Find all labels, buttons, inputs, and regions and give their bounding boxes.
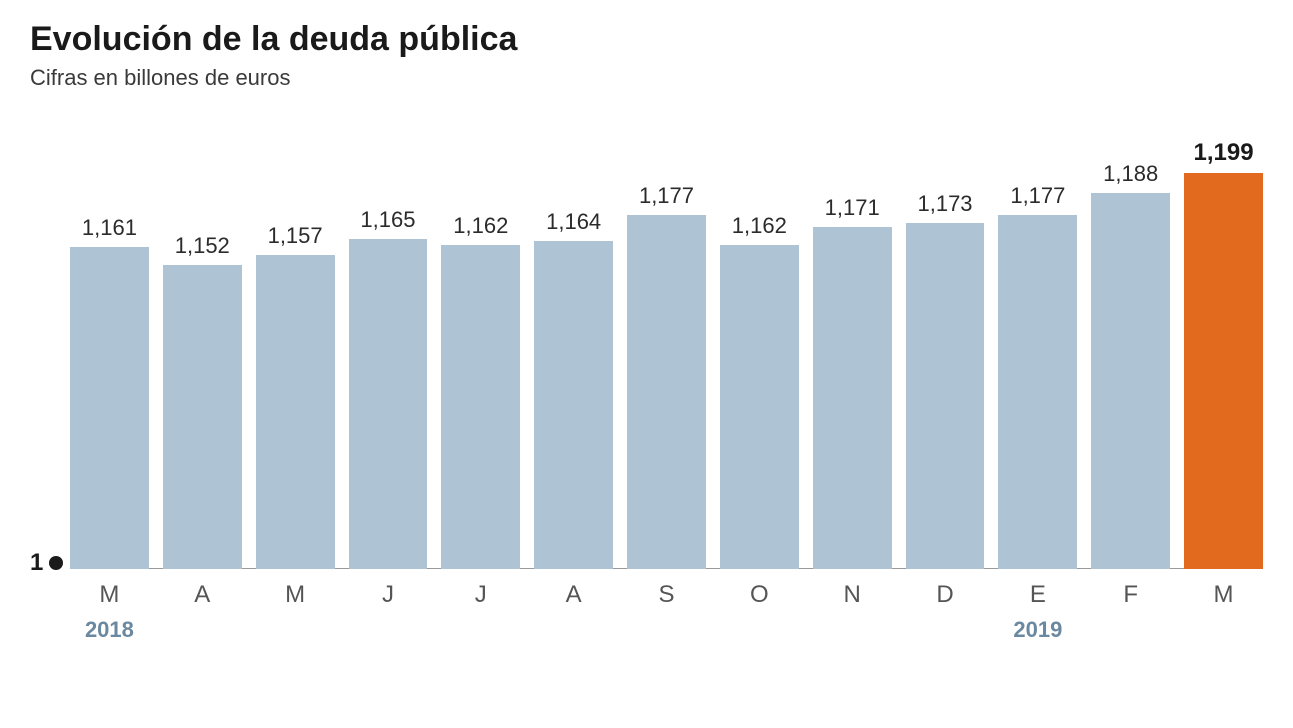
x-axis-month-label: A xyxy=(534,581,613,609)
year-label-slot xyxy=(813,617,892,643)
x-axis-month-label: D xyxy=(906,581,985,609)
bar-value-label: 1,162 xyxy=(732,213,787,239)
bar-slot: 1,162 xyxy=(441,139,520,569)
bar xyxy=(349,239,428,569)
bar-value-label: 1,177 xyxy=(1010,183,1065,209)
year-label-slot xyxy=(163,617,242,643)
x-axis-month-label: E xyxy=(998,581,1077,609)
bar-value-label: 1,171 xyxy=(825,195,880,221)
bar xyxy=(998,215,1077,569)
y-axis-tick-label: 1 xyxy=(30,549,43,577)
x-axis-month-label: J xyxy=(441,581,520,609)
year-label-slot xyxy=(256,617,335,643)
bar-value-label: 1,177 xyxy=(639,183,694,209)
x-axis-month-label: M xyxy=(1184,581,1263,609)
x-axis-month-label: F xyxy=(1091,581,1170,609)
bar xyxy=(70,247,149,569)
bar-slot: 1,164 xyxy=(534,139,613,569)
y-axis-dot-icon xyxy=(49,556,63,570)
bar-slot: 1,177 xyxy=(998,139,1077,569)
bar-slot: 1,157 xyxy=(256,139,335,569)
bar-slot: 1,199 xyxy=(1184,139,1263,569)
bar xyxy=(1091,193,1170,569)
bar-value-label: 1,161 xyxy=(82,215,137,241)
year-label-slot xyxy=(349,617,428,643)
x-axis-labels: MAMJJASONDEFM xyxy=(70,581,1263,609)
year-label-slot xyxy=(627,617,706,643)
year-label-slot: 2018 xyxy=(70,617,149,643)
bar xyxy=(256,255,335,569)
x-axis-month-label: J xyxy=(349,581,428,609)
bar xyxy=(720,245,799,569)
bar-slot: 1,171 xyxy=(813,139,892,569)
x-axis-month-label: A xyxy=(163,581,242,609)
bar-value-label: 1,173 xyxy=(917,191,972,217)
bar-value-label: 1,157 xyxy=(268,223,323,249)
bar-value-label: 1,165 xyxy=(360,207,415,233)
year-labels-row: 2018 2019 xyxy=(70,617,1263,643)
year-label-slot xyxy=(1184,617,1263,643)
bar xyxy=(1184,173,1263,569)
year-label-slot xyxy=(441,617,520,643)
bar-slot: 1,188 xyxy=(1091,139,1170,569)
year-label-slot xyxy=(906,617,985,643)
bar-value-label: 1,152 xyxy=(175,233,230,259)
year-label-slot xyxy=(720,617,799,643)
bar xyxy=(813,227,892,569)
bar xyxy=(534,241,613,569)
bar-slot: 1,177 xyxy=(627,139,706,569)
bar-slot: 1,173 xyxy=(906,139,985,569)
chart-area: 1 1,1611,1521,1571,1651,1621,1641,1771,1… xyxy=(30,119,1263,639)
chart-container: Evolución de la deuda pública Cifras en … xyxy=(0,0,1293,728)
year-label-slot xyxy=(1091,617,1170,643)
x-axis-month-label: S xyxy=(627,581,706,609)
bar xyxy=(627,215,706,569)
bar xyxy=(906,223,985,569)
bar-value-label: 1,188 xyxy=(1103,161,1158,187)
bars-row: 1,161 1,152 1,157 1,165 1,162 1,164 1,177 1,162… xyxy=(70,139,1263,569)
year-label-slot xyxy=(534,617,613,643)
bar xyxy=(163,265,242,569)
bar-value-label: 1,164 xyxy=(546,209,601,235)
bar-value-label: 1,162 xyxy=(453,213,508,239)
x-axis-month-label: M xyxy=(70,581,149,609)
chart-subtitle: Cifras en billones de euros xyxy=(30,65,1263,91)
y-axis-marker: 1 xyxy=(30,549,63,577)
x-axis-month-label: M xyxy=(256,581,335,609)
bar-slot: 1,165 xyxy=(349,139,428,569)
year-label-slot: 2019 xyxy=(998,617,1077,643)
bar xyxy=(441,245,520,569)
chart-title: Evolución de la deuda pública xyxy=(30,20,1263,59)
x-axis-month-label: N xyxy=(813,581,892,609)
bar-slot: 1,152 xyxy=(163,139,242,569)
x-axis-month-label: O xyxy=(720,581,799,609)
bar-slot: 1,161 xyxy=(70,139,149,569)
bar-value-label: 1,199 xyxy=(1194,139,1254,167)
bar-slot: 1,162 xyxy=(720,139,799,569)
